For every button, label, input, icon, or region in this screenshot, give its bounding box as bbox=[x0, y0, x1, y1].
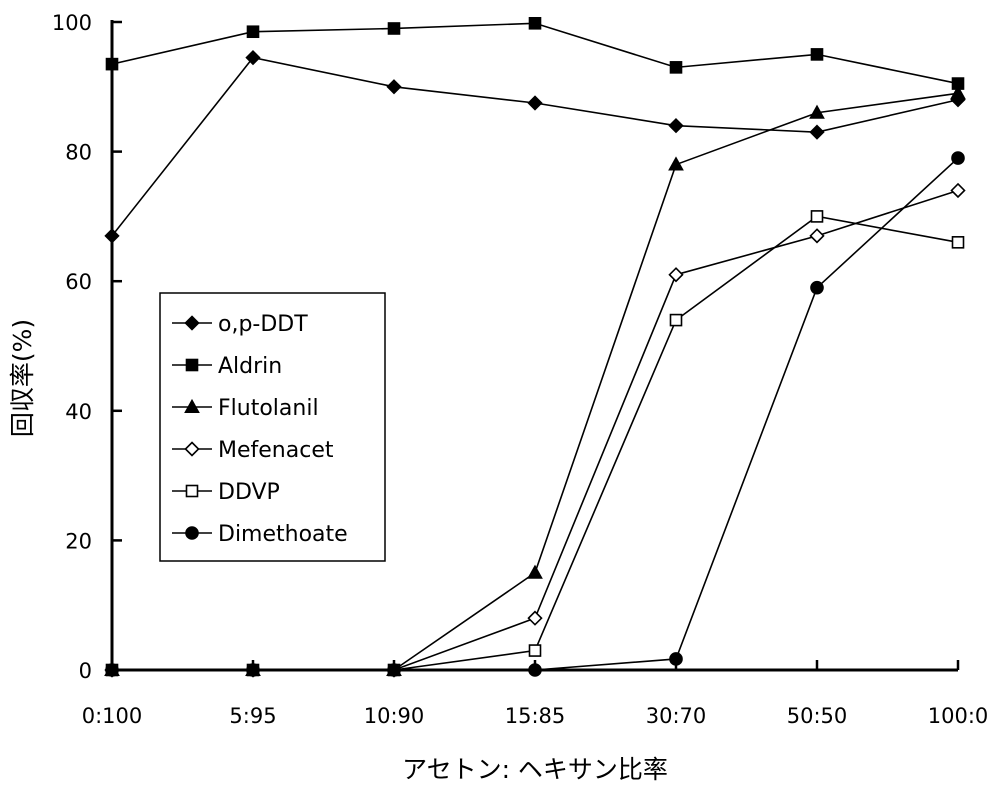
series-layer bbox=[104, 16, 966, 678]
data-point bbox=[950, 85, 966, 100]
data-point bbox=[527, 564, 543, 579]
y-tick-label: 20 bbox=[65, 529, 92, 553]
legend-item: Mefenacet bbox=[172, 438, 334, 463]
legend-item: Flutolanil bbox=[172, 396, 319, 421]
data-point bbox=[951, 151, 965, 165]
legend-item: Aldrin bbox=[172, 354, 282, 379]
data-point bbox=[669, 313, 683, 327]
data-point bbox=[669, 652, 683, 666]
data-point bbox=[528, 663, 542, 677]
data-point bbox=[528, 16, 542, 30]
legend-marker bbox=[185, 484, 199, 498]
data-point bbox=[528, 644, 542, 657]
data-point bbox=[810, 48, 824, 61]
x-tick-label: 5:95 bbox=[229, 704, 276, 728]
legend-label: Aldrin bbox=[218, 354, 282, 379]
legend-label: DDVP bbox=[218, 480, 280, 505]
x-tick-label: 100:0 bbox=[928, 704, 989, 728]
legend: o,p-DDT Aldrin Flutolanil Mefenacet DDVP Dime… bbox=[159, 292, 386, 562]
data-point bbox=[105, 663, 119, 677]
data-point bbox=[527, 95, 543, 111]
legend-label: o,p-DDT bbox=[218, 312, 308, 337]
data-point bbox=[245, 50, 261, 66]
y-tick-label: 0 bbox=[79, 659, 92, 683]
legend-label: Flutolanil bbox=[218, 396, 319, 421]
y-tick-label: 100 bbox=[52, 11, 92, 35]
y-tick-label: 80 bbox=[65, 141, 92, 165]
data-point bbox=[668, 267, 684, 283]
y-tick-label: 40 bbox=[65, 400, 92, 424]
data-point bbox=[950, 182, 966, 199]
data-point bbox=[668, 118, 684, 134]
legend-marker bbox=[185, 358, 199, 372]
data-point bbox=[387, 663, 401, 677]
data-point bbox=[387, 22, 401, 35]
data-point bbox=[386, 79, 402, 95]
x-tick-label: 15:85 bbox=[505, 704, 566, 728]
x-axis-ticks: 0:100 5:95 10:90 15:85 30:70 50:50 100:0 bbox=[82, 660, 989, 728]
legend-label: Dimethoate bbox=[218, 522, 348, 547]
data-point bbox=[810, 280, 824, 295]
x-tick-label: 30:70 bbox=[646, 704, 707, 728]
x-axis-title: アセトン: ヘキサン比率 bbox=[402, 755, 668, 784]
data-point bbox=[105, 57, 119, 71]
data-point bbox=[809, 228, 825, 244]
legend-item: DDVP bbox=[172, 480, 280, 505]
series-aldrin bbox=[105, 16, 965, 90]
data-point bbox=[246, 663, 260, 677]
x-tick-label: 0:100 bbox=[82, 704, 143, 728]
data-point bbox=[669, 61, 683, 74]
y-tick-label: 60 bbox=[65, 270, 92, 294]
data-point bbox=[810, 210, 824, 223]
data-point bbox=[668, 156, 684, 171]
data-point bbox=[527, 610, 543, 626]
legend-marker bbox=[184, 398, 200, 414]
data-point bbox=[104, 228, 120, 244]
data-point bbox=[951, 236, 965, 249]
x-tick-label: 50:50 bbox=[787, 704, 848, 728]
x-tick-label: 10:90 bbox=[364, 704, 425, 728]
data-point bbox=[809, 104, 825, 119]
legend-item: o,p-DDT bbox=[172, 312, 308, 337]
series-line bbox=[111, 56, 959, 237]
legend-box bbox=[159, 292, 386, 562]
y-axis-title: 回収率(%) bbox=[8, 319, 37, 437]
series-dimethoate bbox=[105, 151, 965, 677]
legend-label: Mefenacet bbox=[218, 438, 334, 463]
series-o-p-ddt bbox=[104, 50, 966, 244]
data-point bbox=[246, 25, 260, 39]
legend-marker bbox=[184, 315, 200, 331]
y-axis-ticks: 0 20 40 60 80 100 bbox=[52, 11, 122, 683]
legend-item: Dimethoate bbox=[172, 522, 348, 547]
legend-marker bbox=[184, 441, 200, 457]
data-point bbox=[809, 124, 825, 140]
legend-marker bbox=[185, 526, 199, 540]
